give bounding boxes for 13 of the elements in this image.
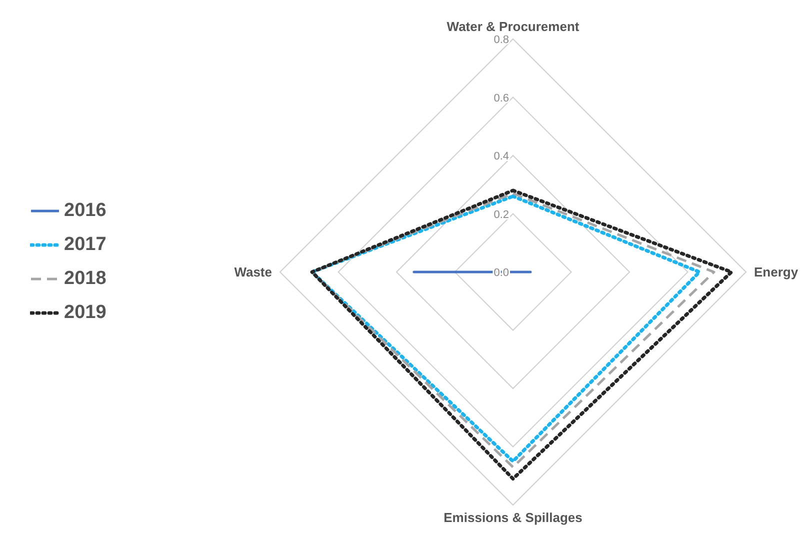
spoke-label: Emissions & Spillages — [444, 510, 582, 526]
y-tick-label: 0.4 — [494, 150, 509, 162]
y-tick-label: 0.6 — [494, 92, 509, 104]
y-tick-label: 0.8 — [494, 34, 509, 46]
y-tick-label: 0.0 — [494, 267, 509, 279]
spoke-label: Energy — [754, 264, 799, 280]
legend-label: 2017 — [64, 234, 106, 256]
legend-label: 2016 — [64, 200, 106, 222]
spoke-label: Water & Procurement — [446, 19, 580, 34]
legend-label: 2019 — [64, 302, 106, 324]
y-tick-label: 0.2 — [494, 208, 509, 221]
spoke-label: Waste — [234, 264, 272, 280]
legend-label: 2018 — [64, 268, 106, 290]
